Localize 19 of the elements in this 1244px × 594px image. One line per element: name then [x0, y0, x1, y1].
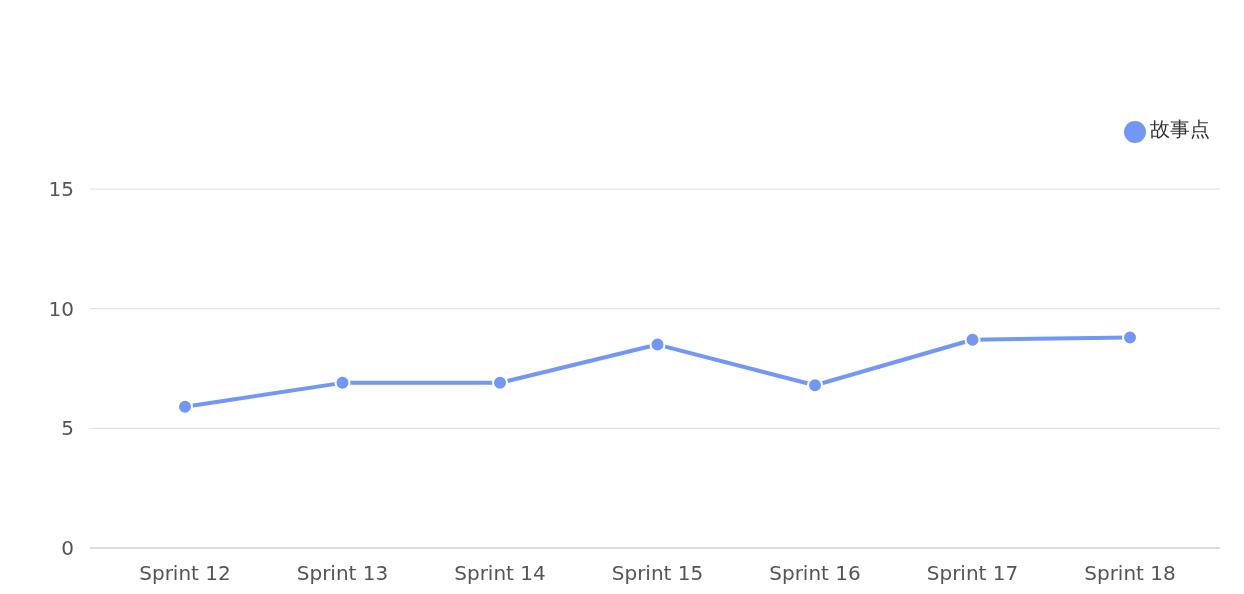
y-tick-label: 0 — [61, 536, 74, 561]
x-tick-label: Sprint 17 — [926, 561, 1019, 586]
x-tick-label: Sprint 14 — [454, 561, 546, 586]
y-tick-label: 10 — [48, 296, 74, 321]
x-tick-label: Sprint 16 — [769, 561, 861, 586]
point — [492, 374, 508, 391]
y-tick-label: 5 — [61, 416, 74, 441]
point — [334, 374, 351, 391]
point — [177, 398, 193, 415]
point — [1122, 329, 1138, 346]
x-tick-label: Sprint 15 — [611, 561, 704, 586]
y-tick-label: 15 — [48, 177, 74, 202]
point — [649, 336, 666, 353]
point — [807, 377, 823, 394]
x-tick-label: Sprint 13 — [296, 561, 389, 586]
legend-label: 故事点 — [1150, 117, 1210, 141]
x-tick-label: Sprint 12 — [139, 561, 231, 586]
point — [964, 331, 981, 348]
x-tick-label: Sprint 18 — [1084, 561, 1176, 586]
